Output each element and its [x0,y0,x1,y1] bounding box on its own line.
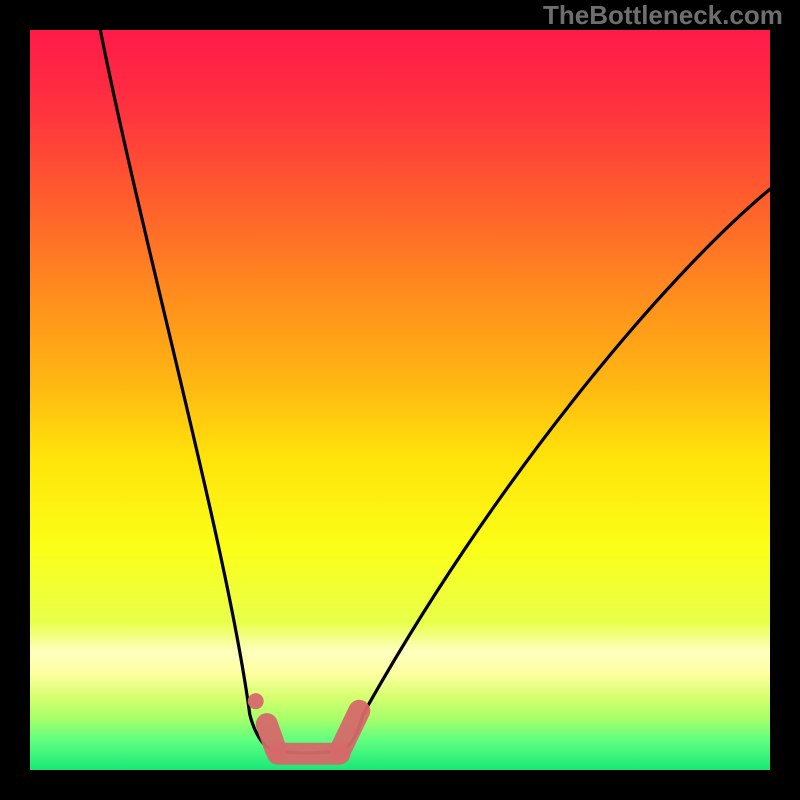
overlay-dot [248,693,264,709]
overlay-seg-right [341,711,360,749]
overlay-marks [248,693,360,754]
chart-stage: TheBottleneck.com [0,0,800,800]
watermark-text: TheBottleneck.com [543,0,783,31]
curve-layer [30,30,770,770]
bottleneck-curve [100,30,770,753]
